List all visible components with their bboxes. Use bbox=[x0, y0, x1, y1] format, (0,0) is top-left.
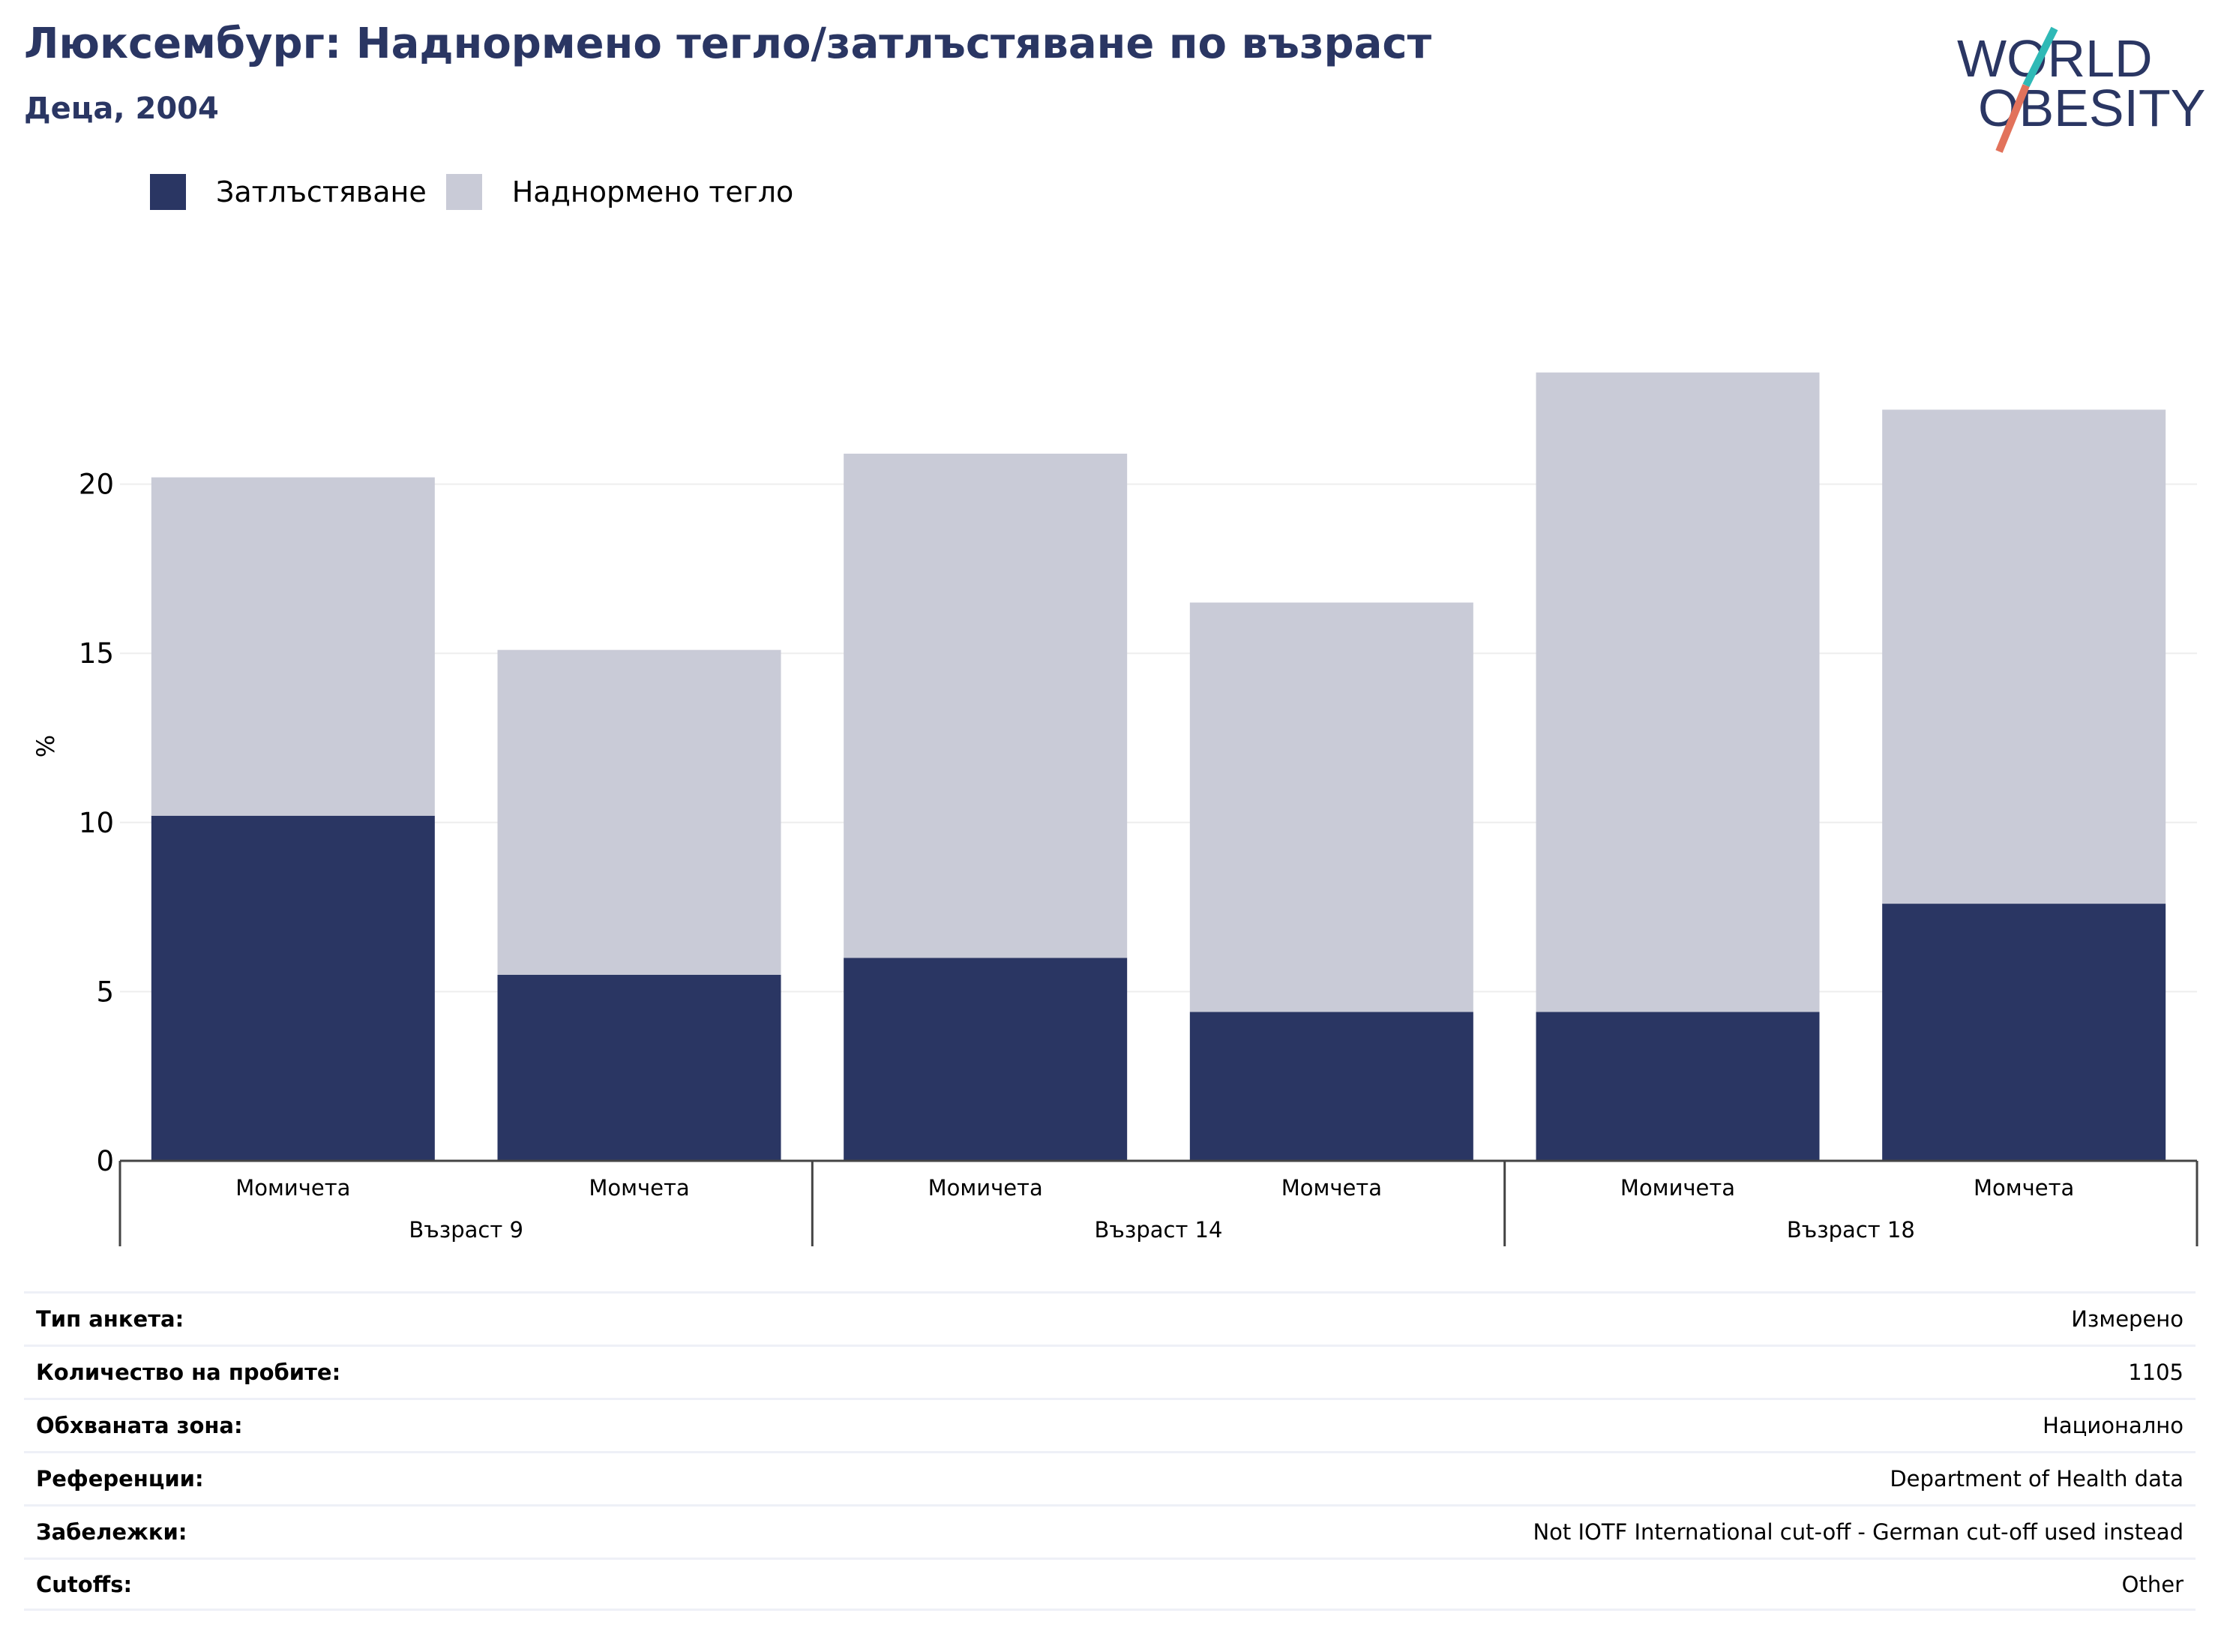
logo-slash-coral bbox=[1995, 84, 2030, 153]
info-label: Тип анкета: bbox=[36, 1306, 184, 1332]
bar-obesity bbox=[844, 958, 1128, 1161]
y-axis-label: % bbox=[31, 735, 60, 757]
logo-slash-teal bbox=[2022, 26, 2058, 88]
x-tick-label: Момчета bbox=[1974, 1175, 2074, 1201]
world-obesity-logo: WORLD OBESITY bbox=[1957, 26, 2205, 153]
info-value: Other bbox=[2121, 1571, 2184, 1597]
chart-subtitle: Деца, 2004 bbox=[24, 91, 219, 126]
bar-obesity bbox=[1189, 1012, 1473, 1161]
stacked-bar-chart: 0 5 10 15 20% Момичета Момчета Момичета Момчета М… bbox=[31, 372, 2199, 1246]
x-group-label: Възраст 14 bbox=[1095, 1217, 1223, 1243]
bar-overweight bbox=[1882, 409, 2166, 904]
legend-label-overweight: Наднормено тегло bbox=[511, 175, 794, 208]
info-value: Измерено bbox=[2071, 1306, 2184, 1332]
y-tick-label: 20 bbox=[79, 469, 114, 501]
info-value: Not IOTF International cut-off - German … bbox=[1533, 1519, 2184, 1545]
bar-overweight bbox=[151, 477, 435, 816]
bar-overweight bbox=[1189, 602, 1473, 1012]
chart-legend: Затлъстяване Наднормено тегло bbox=[150, 172, 813, 211]
y-tick-label: 5 bbox=[96, 976, 114, 1008]
bar-overweight bbox=[844, 453, 1128, 958]
bar-obesity bbox=[151, 815, 435, 1161]
info-label: Обхваната зона: bbox=[36, 1413, 243, 1438]
info-label: Cutoffs: bbox=[36, 1571, 133, 1597]
logo-word-world: WORLD bbox=[1957, 29, 2153, 88]
info-row-survey-type: Тип анкета: Измерено bbox=[24, 1291, 2196, 1345]
x-group-label: Възраст 9 bbox=[409, 1217, 523, 1243]
info-row-cutoffs: Cutoffs: Other bbox=[24, 1558, 2196, 1611]
info-label: Забележки: bbox=[36, 1519, 187, 1545]
x-tick-label: Момчета bbox=[589, 1175, 689, 1201]
info-label: Количество на пробите: bbox=[36, 1360, 341, 1385]
survey-info-table: Тип анкета: Измерено Количество на пробит… bbox=[24, 1291, 2196, 1611]
info-row-notes: Забележки: Not IOTF International cut-off… bbox=[24, 1504, 2196, 1558]
bar-obesity bbox=[1536, 1012, 1820, 1161]
legend-label-obesity: Затлъстяване bbox=[216, 175, 427, 208]
x-tick-label: Момичета bbox=[1620, 1175, 1735, 1201]
legend-swatch-obesity bbox=[150, 174, 186, 210]
info-value: Национално bbox=[2043, 1413, 2184, 1438]
info-row-sample-size: Количество на пробите: 1105 bbox=[24, 1345, 2196, 1398]
y-tick-label: 15 bbox=[79, 637, 114, 670]
info-row-references: Референции: Department of Health data bbox=[24, 1451, 2196, 1504]
legend-swatch-overweight bbox=[445, 174, 482, 210]
info-value: Department of Health data bbox=[1890, 1466, 2184, 1492]
bar-obesity bbox=[1882, 904, 2166, 1161]
info-value: 1105 bbox=[2128, 1360, 2184, 1385]
info-row-area-covered: Обхваната зона: Национално bbox=[24, 1398, 2196, 1451]
y-tick-label: 0 bbox=[96, 1145, 114, 1177]
y-tick-label: 10 bbox=[79, 807, 114, 839]
x-tick-label: Момичета bbox=[235, 1175, 350, 1201]
bar-overweight bbox=[1536, 372, 1820, 1012]
x-group-label: Възраст 18 bbox=[1787, 1217, 1915, 1243]
x-tick-label: Момчета bbox=[1281, 1175, 1382, 1201]
bar-overweight bbox=[497, 649, 781, 975]
info-label: Референции: bbox=[36, 1466, 204, 1492]
bar-obesity bbox=[497, 974, 781, 1161]
chart-title: Люксембург: Наднормено тегло/затлъстяван… bbox=[24, 19, 1432, 68]
x-tick-label: Момичета bbox=[928, 1175, 1043, 1201]
